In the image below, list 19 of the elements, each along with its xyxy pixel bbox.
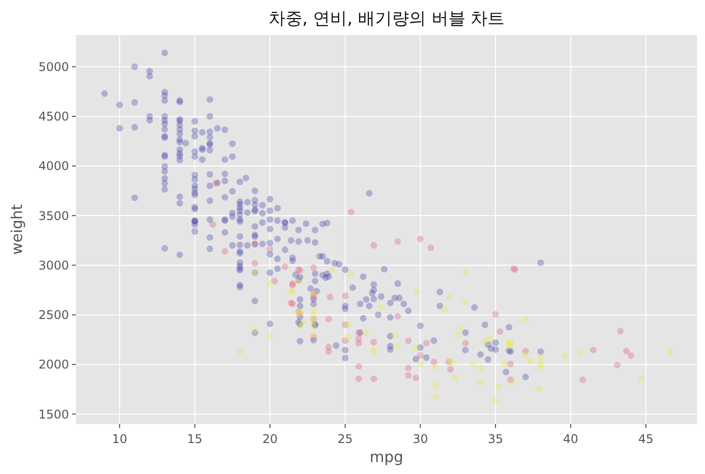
x-tick-label: 20 — [262, 432, 278, 446]
y-tick-label: 5000 — [38, 60, 69, 74]
y-tick-label: 4000 — [38, 159, 69, 174]
y-tick-label: 2000 — [38, 358, 69, 372]
x-tick-label: 25 — [338, 432, 353, 446]
x-axis-title: mpg — [370, 448, 404, 466]
chart-title: 차중, 연비, 배기량의 버블 차트 — [268, 9, 505, 29]
y-tick-label: 3500 — [38, 208, 69, 223]
y-tick-label: 1500 — [38, 407, 69, 422]
x-tick-label: 45 — [638, 432, 654, 446]
x-tick-label: 40 — [563, 432, 578, 446]
x-tick-label: 10 — [112, 432, 128, 446]
y-tick-label: 4500 — [38, 110, 69, 124]
y-axis-title: weight — [8, 204, 26, 255]
x-tick-label: 35 — [488, 432, 504, 446]
x-tick-label: 30 — [412, 432, 428, 446]
y-tick-label: 3000 — [38, 258, 69, 272]
y-tick-label: 2500 — [38, 308, 69, 322]
x-tick-label: 15 — [187, 432, 202, 446]
